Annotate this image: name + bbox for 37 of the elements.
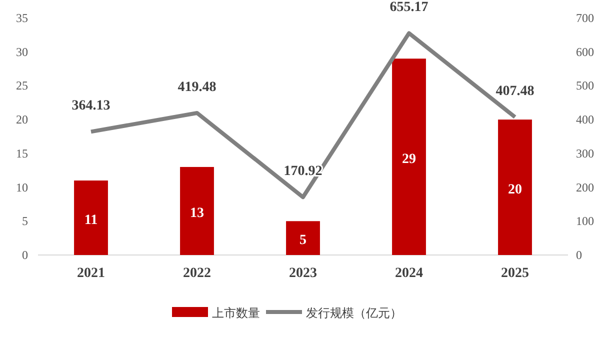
y-tick-label: 35 [16, 11, 28, 25]
y-tick-label: 25 [16, 78, 28, 93]
y-tick-label: 30 [16, 44, 28, 59]
x-tick-label: 2023 [289, 266, 317, 281]
y2-tick-label: 100 [576, 214, 594, 228]
bar [180, 166, 214, 255]
data-label: 407.48 [496, 84, 534, 100]
y-tick-label: 0 [22, 248, 28, 262]
y2-tick-label: 300 [576, 146, 594, 160]
bar [498, 120, 532, 255]
y2-tick-label: 500 [576, 78, 594, 93]
y-tick-label: 10 [16, 180, 28, 194]
bar [286, 221, 320, 255]
x-tick-label: 2021 [77, 266, 105, 281]
data-label: 364.13 [72, 98, 110, 114]
bar [392, 58, 426, 255]
x-tick-label: 2024 [395, 266, 423, 281]
y-tick-label: 15 [16, 146, 28, 160]
y2-tick-label: 600 [576, 44, 594, 59]
legend-label: 上市数量 [212, 306, 260, 320]
data-label: 29 [402, 152, 416, 167]
y-tick-label: 5 [22, 214, 28, 228]
data-label: 419.48 [178, 80, 216, 95]
y2-tick-label: 200 [576, 180, 594, 194]
data-label: 655.17 [390, 0, 428, 16]
bar [74, 180, 108, 255]
y2-tick-label: 0 [576, 248, 582, 262]
x-tick-label: 2022 [183, 266, 211, 281]
legend-label: 发行规模（亿元） [306, 306, 402, 320]
y2-tick-label: 700 [576, 11, 594, 25]
x-tick-label: 2025 [501, 266, 529, 281]
data-label: 11 [84, 212, 98, 228]
y-tick-label: 20 [16, 112, 28, 127]
y2-tick-label: 400 [576, 112, 594, 127]
data-label: 13 [190, 206, 204, 221]
data-label: 5 [300, 233, 306, 248]
data-label: 20 [508, 182, 522, 198]
